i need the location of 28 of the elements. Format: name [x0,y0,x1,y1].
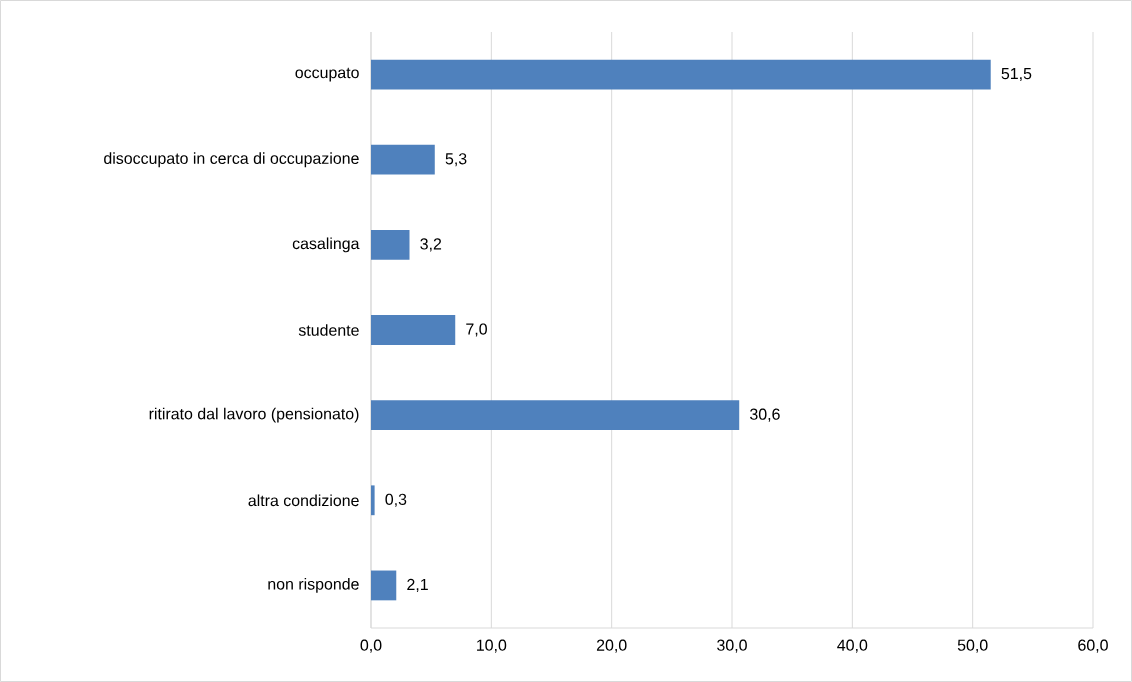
x-tick-label: 0,0 [360,639,382,653]
y-tick-label: ritirato dal lavoro (pensionato) [149,407,359,423]
bar [371,400,740,431]
y-tick-label: casalinga [292,237,360,253]
y-tick-label: disoccupato in cerca di occupazione [104,152,359,168]
x-tick-label: 20,0 [596,639,627,653]
data-label: 5,3 [445,153,467,167]
bar [371,570,397,601]
y-tick-label: occupato [295,67,359,82]
x-tick-label: 50,0 [957,639,988,653]
data-label: 7,0 [466,323,487,337]
bar [371,229,410,260]
data-label: 30,6 [750,408,780,422]
y-tick-label: altra condizione [248,494,359,507]
x-tick-label: 30,0 [717,639,747,653]
bar [371,59,991,90]
y-tick-label: studente [298,324,359,336]
x-tick-label: 60,0 [1078,639,1108,653]
data-label: 3,2 [420,238,442,252]
data-label: 0,3 [385,493,407,507]
bar [371,144,435,175]
data-label: 2,1 [407,578,428,593]
data-label: 51,5 [1001,68,1032,82]
x-tick-label: 10,0 [477,639,507,653]
x-tick-label: 40,0 [837,639,868,653]
bar [371,315,456,345]
bar [371,485,375,516]
y-tick-label: non risponde [268,578,359,593]
